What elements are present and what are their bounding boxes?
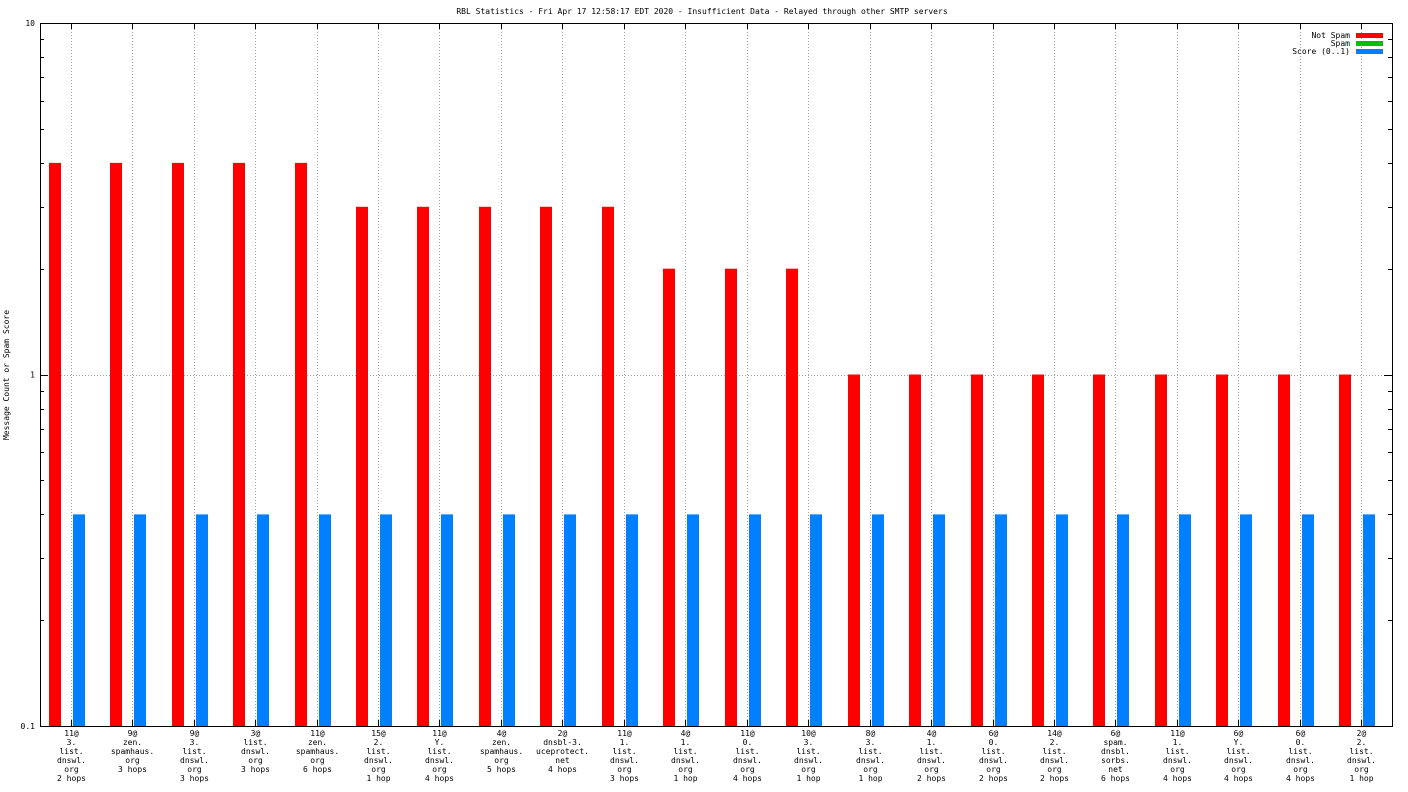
x-tick-label: 4@ 1. list. dnswl. org 2 hops xyxy=(917,729,946,783)
bar-not-spam xyxy=(172,162,184,726)
bar-not-spam xyxy=(49,162,61,726)
bar-score-0-1 xyxy=(319,514,331,726)
y-tick-label: 1 xyxy=(30,371,35,380)
bar-not-spam xyxy=(233,162,245,726)
bar-score-0-1 xyxy=(503,514,515,726)
bar-not-spam xyxy=(1032,374,1044,726)
x-tick-label: 11@ zen. spamhaus. org 6 hops xyxy=(296,729,339,774)
x-tick-label: 8@ 3. list. dnswl. org 1 hop xyxy=(856,729,885,783)
y-tick-label: 10 xyxy=(25,19,35,28)
x-tick-label: 9@ zen. spamhaus. org 3 hops xyxy=(111,729,154,774)
x-tick-label: 9@ 3. list. dnswl. org 3 hops xyxy=(180,729,209,783)
bar-not-spam xyxy=(725,268,737,726)
bar-score-0-1 xyxy=(1179,514,1191,726)
x-tick-label: 15@ 2. list. dnswl. org 1 hop xyxy=(364,729,393,783)
bar-score-0-1 xyxy=(687,514,699,726)
bar-score-0-1 xyxy=(872,514,884,726)
bar-score-0-1 xyxy=(1056,514,1068,726)
bar-score-0-1 xyxy=(1117,514,1129,726)
bar-not-spam xyxy=(1216,374,1228,726)
x-tick-label: 2@ 2. list. dnswl. org 1 hop xyxy=(1347,729,1376,783)
bar-not-spam xyxy=(1093,374,1105,726)
bar-not-spam xyxy=(786,268,798,726)
x-tick-label: 6@ spam. dnsbl. sorbs. net 6 hops xyxy=(1101,729,1130,783)
bar-score-0-1 xyxy=(380,514,392,726)
bar-not-spam xyxy=(110,162,122,726)
x-tick-label: 6@ Y. list. dnswl. org 4 hops xyxy=(1224,729,1253,783)
bar-score-0-1 xyxy=(564,514,576,726)
legend-label: Not Spam xyxy=(1311,31,1350,40)
y-tick-label: 0.1 xyxy=(21,722,36,731)
x-tick-label: 4@ zen. spamhaus. org 5 hops xyxy=(480,729,523,774)
x-tick-label: 2@ dnsbl-3. uceprotect. net 4 hops xyxy=(536,729,589,774)
bar-not-spam xyxy=(540,206,552,727)
bar-score-0-1 xyxy=(73,514,85,726)
bar-score-0-1 xyxy=(1240,514,1252,726)
bar-score-0-1 xyxy=(810,514,822,726)
bar-score-0-1 xyxy=(1302,514,1314,726)
bar-not-spam xyxy=(479,206,491,727)
x-tick-label: 11@ Y. list. dnswl. org 4 hops xyxy=(425,729,454,783)
bar-not-spam xyxy=(295,162,307,726)
bar-not-spam xyxy=(1278,374,1290,726)
bar-not-spam xyxy=(602,206,614,727)
bar-score-0-1 xyxy=(441,514,453,726)
bar-score-0-1 xyxy=(749,514,761,726)
legend-swatch xyxy=(1356,33,1383,38)
bar-score-0-1 xyxy=(1363,514,1375,726)
x-tick-label: 10@ 3. list. dnswl. org 1 hop xyxy=(794,729,823,783)
x-axis-ticks: 11@ 3. list. dnswl. org 2 hops 9@ zen. spamhaus.… xyxy=(57,23,1376,783)
y-axis-ticks: 0.1 1 10 xyxy=(21,19,1392,731)
x-tick-label: 11@ 1. list. dnswl. org 4 hops xyxy=(1163,729,1192,783)
bar-not-spam xyxy=(1339,374,1351,726)
x-tick-label: 11@ 1. list. dnswl. org 3 hops xyxy=(610,729,639,783)
bar-score-0-1 xyxy=(626,514,638,726)
bar-score-0-1 xyxy=(933,514,945,726)
x-tick-label: 4@ 1. list. dnswl. org 1 hop xyxy=(671,729,700,783)
legend-label: Score (0..1) xyxy=(1292,47,1350,56)
bar-not-spam xyxy=(971,374,983,726)
x-tick-label: 6@ 0. list. dnswl. org 2 hops xyxy=(979,729,1008,783)
x-tick-label: 11@ 0. list. dnswl. org 4 hops xyxy=(733,729,762,783)
legend-label: Spam xyxy=(1331,39,1350,48)
legend-swatch xyxy=(1356,49,1383,54)
chart-title: RBL Statistics - Fri Apr 17 12:58:17 EDT… xyxy=(456,7,947,16)
x-tick-label: 11@ 3. list. dnswl. org 2 hops xyxy=(57,729,86,783)
bar-score-0-1 xyxy=(995,514,1007,726)
y-axis-label: Message Count or Spam Score xyxy=(2,310,11,440)
bar-not-spam xyxy=(663,268,675,726)
bar-not-spam xyxy=(1155,374,1167,726)
x-tick-label: 3@ list. dnswl. org 3 hops xyxy=(241,729,270,774)
x-tick-label: 6@ 0. list. dnswl. org 4 hops xyxy=(1286,729,1315,783)
legend-swatch xyxy=(1356,41,1383,46)
bars xyxy=(49,162,1375,727)
x-tick-label: 14@ 2. list. dnswl. org 2 hops xyxy=(1040,729,1069,783)
bar-not-spam xyxy=(848,374,860,726)
bar-score-0-1 xyxy=(134,514,146,726)
bar-not-spam xyxy=(356,206,368,727)
bar-not-spam xyxy=(417,206,429,727)
bar-score-0-1 xyxy=(196,514,208,726)
grid-lines xyxy=(40,23,1392,727)
bar-score-0-1 xyxy=(257,514,269,726)
bar-not-spam xyxy=(909,374,921,726)
